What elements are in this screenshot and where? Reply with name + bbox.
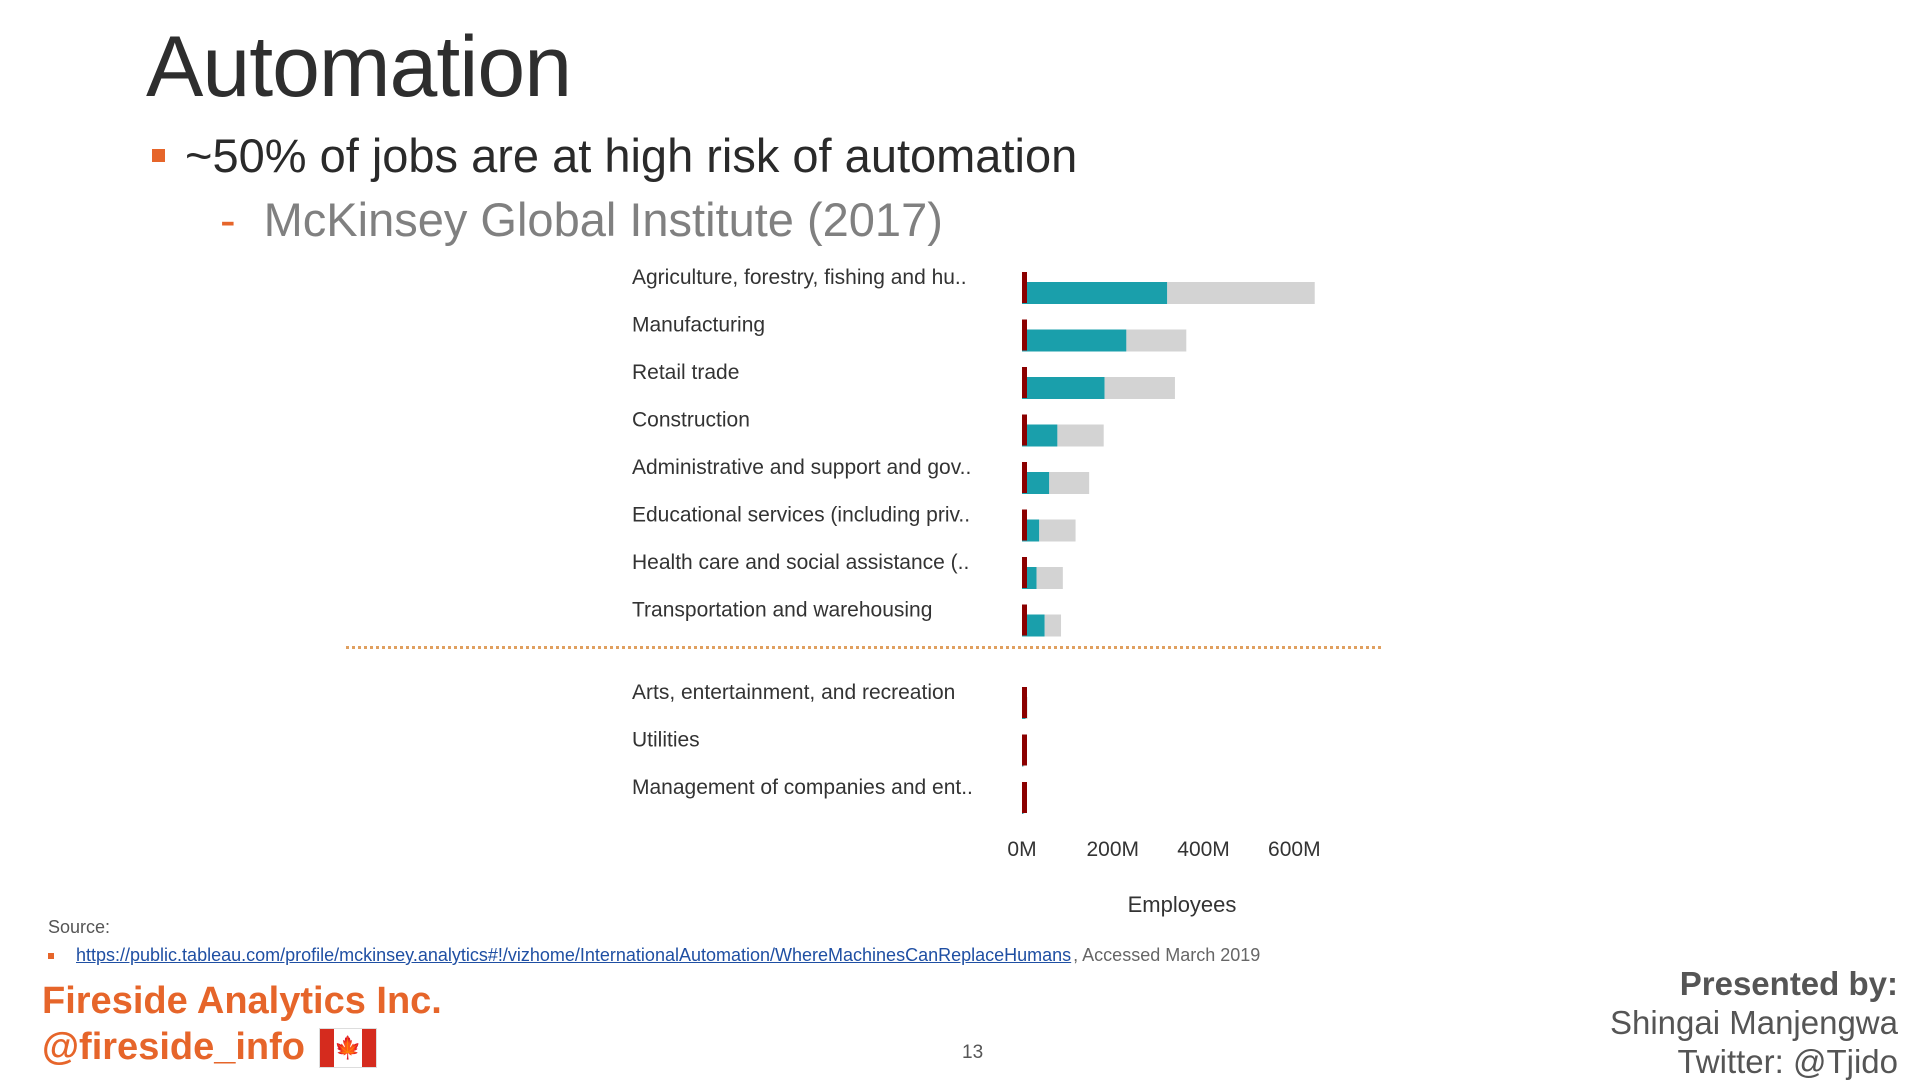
canada-flag-icon: 🍁 [319, 1027, 377, 1068]
remaining-bar [1104, 377, 1175, 399]
automatable-bar [1022, 614, 1045, 637]
reference-marker [1022, 319, 1027, 351]
remaining-bar [1126, 329, 1187, 352]
sub-bullet-text: McKinsey Global Institute (2017) [263, 193, 943, 246]
automatable-bar [1022, 282, 1168, 304]
x-tick-label: 0M [1007, 838, 1036, 861]
source-entry: https://public.tableau.com/profile/mckin… [48, 945, 1260, 966]
automatable-bar [1022, 472, 1050, 494]
x-axis-title: Employees [1128, 892, 1237, 917]
category-label: Transportation and warehousing [632, 599, 932, 622]
reference-marker [1022, 604, 1027, 636]
x-tick-label: 600M [1268, 838, 1321, 861]
presenter-name: Shingai Manjengwa [1609, 1004, 1898, 1041]
category-label: Retail trade [632, 361, 739, 384]
category-label: Health care and social assistance (.. [632, 551, 969, 574]
automatable-bar [1022, 329, 1127, 352]
sub-bullet-dash: - [220, 193, 236, 246]
source-link[interactable]: https://public.tableau.com/profile/mckin… [76, 945, 1072, 965]
slide-title: Automation [146, 19, 572, 115]
x-tick-label: 200M [1087, 838, 1140, 861]
source-bullet-icon [48, 952, 54, 959]
presenter-twitter: Twitter: @Tjido [1677, 1043, 1898, 1080]
reference-marker [1022, 367, 1027, 398]
page-number: 13 [962, 1042, 984, 1063]
category-label: Educational services (including priv.. [632, 504, 970, 527]
automatable-bar [1022, 424, 1058, 447]
company-name: Fireside Analytics Inc. [42, 980, 442, 1022]
reference-marker [1022, 414, 1027, 446]
automation-bar-chart: Agriculture, forestry, fishing and hu.. M… [346, 266, 1382, 917]
category-label: Agriculture, forestry, fishing and hu.. [632, 266, 967, 289]
category-label: Construction [632, 409, 750, 432]
company-handle-row: @fireside_info 🍁 [42, 1026, 377, 1069]
source-label: Source: [48, 917, 111, 937]
remaining-bar [1044, 614, 1062, 637]
main-bullet: ~50% of jobs are at high risk of automat… [152, 128, 1077, 183]
reference-marker [1022, 782, 1027, 813]
category-label: Administrative and support and gov.. [632, 456, 971, 479]
remaining-bar [1036, 567, 1063, 589]
automatable-bar [1022, 377, 1105, 399]
reference-marker [1022, 462, 1027, 493]
remaining-bar [1039, 519, 1076, 542]
reference-marker [1022, 734, 1027, 766]
category-label: Management of companies and ent.. [632, 776, 973, 799]
presenter-block: Presented by: Shingai Manjengwa Twitter:… [1610, 964, 1898, 1081]
remaining-bar [1049, 472, 1090, 494]
company-handle: @fireside_info [42, 1026, 305, 1068]
category-label: Arts, entertainment, and recreation [632, 681, 955, 704]
remaining-bar [1057, 424, 1104, 447]
category-label: Manufacturing [632, 314, 765, 337]
presenter-heading: Presented by: [1679, 965, 1898, 1002]
bullet-square-icon [152, 149, 165, 162]
remaining-bar [1167, 282, 1315, 304]
source-accessed-note: , Accessed March 2019 [1073, 945, 1261, 965]
x-tick-label: 400M [1177, 838, 1230, 861]
sub-bullet: - McKinsey Global Institute (2017) [220, 192, 943, 247]
main-bullet-text: ~50% of jobs are at high risk of automat… [185, 129, 1078, 182]
reference-marker [1022, 687, 1027, 718]
category-label: Utilities [632, 729, 700, 752]
reference-marker [1022, 272, 1027, 303]
reference-marker [1022, 509, 1027, 541]
reference-marker [1022, 557, 1027, 588]
